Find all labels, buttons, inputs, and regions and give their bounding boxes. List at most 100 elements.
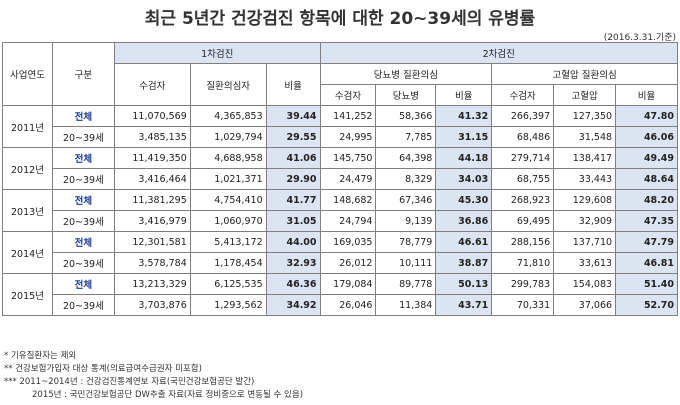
cell-rate-1: 31.05 [265, 210, 321, 232]
header-first-exam: 1차검진 [113, 42, 321, 64]
cell-rate-3: 52.70 [615, 294, 678, 316]
cell-rate-1: 29.55 [265, 126, 321, 148]
header-suspected-1: 질환의심자 [189, 63, 267, 106]
year-cell: 2015년 [2, 273, 53, 316]
cell-dm: 58,366 [375, 105, 437, 127]
date-note: (2016.3.31.기준) [603, 33, 676, 43]
header-hypertension-col: 고혈압 [553, 84, 617, 106]
header-rate-3: 비율 [615, 84, 678, 106]
cell-rate-3: 48.20 [615, 189, 678, 211]
cell-dm-examinees: 24,794 [319, 210, 377, 232]
cell-examinees: 11,070,569 [113, 105, 191, 127]
cell-dm-examinees: 24,479 [319, 168, 377, 190]
cell-dm: 8,329 [375, 168, 437, 190]
cell-examinees: 3,485,135 [113, 126, 191, 148]
group-cell: 20~39세 [51, 252, 115, 274]
cell-ht-examinees: 288,156 [491, 231, 555, 253]
group-cell: 전체 [51, 147, 115, 169]
table-row: 2014년 전체 12,301,581 5,413,172 44.00 169,… [2, 231, 678, 274]
table-row: 20~39세 3,703,876 1,293,562 34.92 26,046 … [3, 294, 678, 316]
group-cell: 전체 [51, 189, 115, 211]
table-row: 2012년 전체 11,419,350 4,688,958 41.06 145,… [2, 147, 678, 190]
cell-rate-2: 34.03 [435, 168, 493, 190]
cell-suspected: 1,060,970 [189, 210, 267, 232]
cell-ht-examinees: 299,783 [491, 273, 555, 295]
cell-examinees: 11,381,295 [113, 189, 191, 211]
cell-ht-examinees: 71,810 [491, 252, 555, 274]
cell-rate-3: 47.35 [615, 210, 678, 232]
group-cell: 20~39세 [51, 294, 115, 316]
cell-dm-examinees: 26,012 [319, 252, 377, 274]
group-cell: 20~39세 [51, 168, 115, 190]
cell-rate-3: 48.64 [615, 168, 678, 190]
table-row: 2013년 전체 11,381,295 4,754,410 41.77 148,… [2, 189, 678, 232]
cell-ht: 33,443 [553, 168, 617, 190]
cell-rate-2: 36.86 [435, 210, 493, 232]
cell-dm: 10,111 [375, 252, 437, 274]
cell-rate-3: 47.80 [615, 105, 678, 127]
cell-rate-2: 43.71 [435, 294, 493, 316]
header-diabetes-col: 당뇨병 [375, 84, 437, 106]
cell-dm-examinees: 24,995 [319, 126, 377, 148]
cell-dm-examinees: 169,035 [319, 231, 377, 253]
cell-dm: 9,139 [375, 210, 437, 232]
cell-dm: 89,778 [375, 273, 437, 295]
cell-ht-examinees: 268,923 [491, 189, 555, 211]
cell-ht: 37,066 [553, 294, 617, 316]
header-group: 구분 [51, 42, 115, 106]
table-row: 20~39세 3,416,464 1,021,371 29.90 24,479 … [3, 168, 678, 190]
table-row: 20~39세 3,578,784 1,178,454 32.93 26,012 … [3, 252, 678, 274]
table-row: 2015년 전체 13,213,329 6,125,535 46.36 179,… [2, 273, 678, 316]
cell-rate-1: 41.77 [265, 189, 321, 211]
cell-ht: 138,417 [553, 147, 617, 169]
header-rate-1: 비율 [265, 63, 321, 106]
header-second-exam: 2차검진 [319, 42, 679, 64]
year-cell: 2011년 [2, 105, 53, 148]
cell-ht-examinees: 266,397 [491, 105, 555, 127]
year-cell: 2013년 [2, 189, 53, 232]
cell-suspected: 4,688,958 [189, 147, 267, 169]
cell-dm-examinees: 145,750 [319, 147, 377, 169]
cell-dm: 7,785 [375, 126, 437, 148]
header-examinees-2: 수검자 [319, 84, 377, 106]
group-cell: 전체 [51, 231, 115, 253]
cell-rate-2: 50.13 [435, 273, 493, 295]
cell-rate-2: 38.87 [435, 252, 493, 274]
cell-ht: 127,350 [553, 105, 617, 127]
cell-ht: 137,710 [553, 231, 617, 253]
header-rate-2: 비율 [435, 84, 493, 106]
cell-ht-examinees: 69,495 [491, 210, 555, 232]
cell-ht-examinees: 279,714 [491, 147, 555, 169]
cell-ht: 31,548 [553, 126, 617, 148]
header-examinees-3: 수검자 [491, 84, 555, 106]
prevalence-table: 사업연도 구분 1차검진 2차검진 수검자 질환의심자 비율 당뇨병 질환의심 … [2, 42, 679, 316]
cell-dm: 67,346 [375, 189, 437, 211]
cell-dm: 11,384 [375, 294, 437, 316]
group-cell: 20~39세 [51, 126, 115, 148]
cell-examinees: 13,213,329 [113, 273, 191, 295]
cell-suspected: 1,178,454 [189, 252, 267, 274]
group-cell: 전체 [51, 105, 115, 127]
cell-suspected: 6,125,535 [189, 273, 267, 295]
cell-rate-3: 51.40 [615, 273, 678, 295]
cell-ht: 154,083 [553, 273, 617, 295]
footnotes: * 기유질환자는 제외 ** 건강보험가입자 대상 통계(의료급여수급권자 미포… [4, 350, 303, 402]
cell-examinees: 3,416,464 [113, 168, 191, 190]
cell-ht-examinees: 68,486 [491, 126, 555, 148]
header-examinees-1: 수검자 [113, 63, 191, 106]
cell-examinees: 11,419,350 [113, 147, 191, 169]
year-cell: 2014년 [2, 231, 53, 274]
cell-rate-1: 34.92 [265, 294, 321, 316]
table-row: 2011년 전체 11,070,569 4,365,853 39.44 141,… [2, 105, 678, 148]
footnote: * 기유질환자는 제외 [4, 351, 77, 361]
cell-dm-examinees: 148,682 [319, 189, 377, 211]
cell-examinees: 3,703,876 [113, 294, 191, 316]
cell-examinees: 12,301,581 [113, 231, 191, 253]
cell-rate-2: 46.61 [435, 231, 493, 253]
cell-dm-examinees: 141,252 [319, 105, 377, 127]
cell-ht: 129,608 [553, 189, 617, 211]
header-hypertension: 고혈압 질환의심 [491, 63, 678, 85]
cell-rate-2: 41.32 [435, 105, 493, 127]
cell-rate-3: 49.49 [615, 147, 678, 169]
cell-rate-1: 41.06 [265, 147, 321, 169]
